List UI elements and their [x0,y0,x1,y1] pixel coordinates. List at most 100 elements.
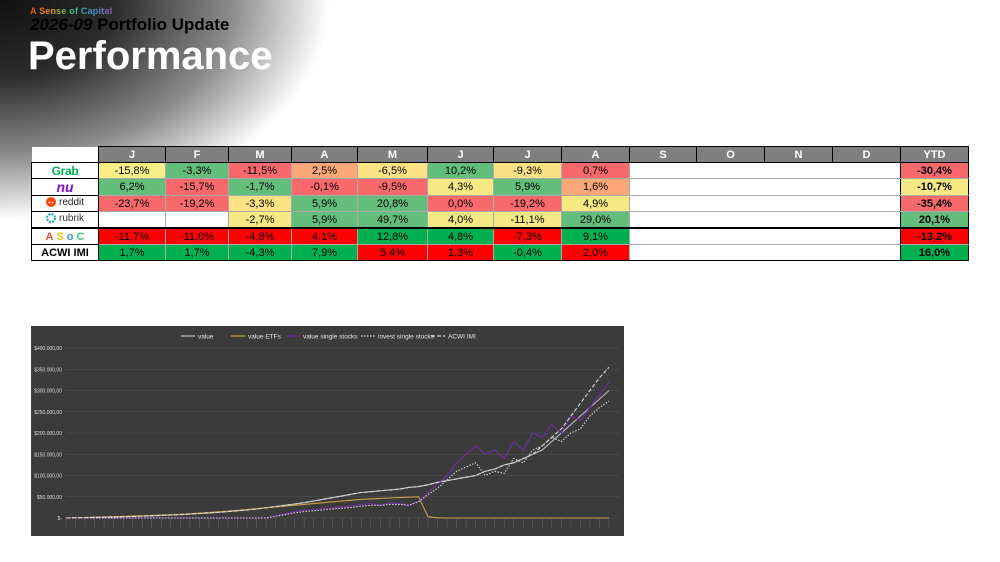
ytd-cell: -10,7% [900,178,969,196]
month-return-cell: -19,2% [493,195,562,212]
row-label: Grab [31,162,99,179]
empty-month-cell [696,195,765,212]
empty-month-cell [764,227,833,245]
table-row: Grab -15,8% -3,3% -11,5% 2,5% -6,5% 10,2% -9,3%… [31,162,969,179]
header-month: A [291,146,358,163]
header-month: S [629,146,697,163]
y-tick-label: $250.000,00 [34,410,62,416]
row-label: ACWI IMI [31,244,99,261]
y-tick-label: $350.000,00 [34,367,62,373]
brand-name: A Sense of Capital [30,6,113,16]
month-return-cell: -15,8% [98,162,166,179]
empty-month-cell [832,195,901,212]
month-return-cell: -9,5% [357,178,428,196]
empty-month-cell [764,244,833,261]
month-return-cell: 0,0% [427,195,494,212]
header-corner [31,146,99,163]
series-line-acwi-imi [65,366,610,519]
month-return-cell: 5,4% [357,244,428,261]
asoc-logo-letter: S [56,230,64,243]
y-tick-label: $200.000,00 [34,431,62,437]
empty-month-cell [764,162,833,179]
month-return-cell: 12,8% [357,227,428,245]
legend-label: value ETFs [248,334,282,341]
performance-table: J F M A M J J A S O N D YTD Grab -15,8% -3… [31,146,969,261]
series-line-invest-single-stocks [66,400,610,519]
ytd-cell: -13,2% [900,227,969,245]
month-return-cell: 1,7% [165,244,229,261]
month-return-cell [165,211,229,229]
month-return-cell: 6,2% [98,178,166,196]
row-label: rubrik [31,211,99,229]
empty-month-cell [629,227,697,245]
month-return-cell: 4,0% [427,211,494,229]
y-tick-label: $400.000,00 [34,346,62,352]
empty-month-cell [629,211,697,229]
asoc-logo-letter: A [45,230,54,243]
month-return-cell: -11,0% [165,227,229,245]
empty-month-cell [832,178,901,196]
page-subtitle: 2026-09 Portfolio Update [30,15,229,35]
header-month: M [357,146,428,163]
empty-month-cell [629,162,697,179]
rubrik-logo-text: rubrik [58,212,84,224]
table-row: rubrik -2,7% 5,9% 49,7% 4,0% -11,1% 29,0% 20,1% [31,211,969,229]
month-return-cell: -9,3% [493,162,562,179]
empty-month-cell [832,162,901,179]
reddit-icon [45,197,56,208]
ytd-cell: 16,0% [900,244,969,261]
header-month: J [98,146,166,163]
legend-label: invest single stocks [378,334,435,341]
empty-month-cell [696,178,765,196]
empty-month-cell [696,162,765,179]
month-return-cell: -3,3% [165,162,229,179]
empty-month-cell [832,244,901,261]
month-return-cell: 10,2% [427,162,494,179]
month-return-cell: 2,0% [561,244,630,261]
month-return-cell: -4,3% [228,244,292,261]
empty-month-cell [629,195,697,212]
legend-label: value single stocks [303,334,358,341]
month-return-cell: 7,9% [291,244,358,261]
month-return-cell: -3,3% [228,195,292,212]
grab-logo: Grab [51,163,79,178]
month-return-cell: -11,5% [228,162,292,179]
month-return-cell: 29,0% [561,211,630,229]
month-return-cell: 1,7% [98,244,166,261]
month-return-cell: -6,5% [357,162,428,179]
month-return-cell: -4,8% [228,227,292,245]
empty-month-cell [764,178,833,196]
subtitle-text: Portfolio Update [97,15,230,34]
y-tick-label: $50.000,00 [37,495,62,501]
asoc-logo-letter: C [76,230,85,243]
month-return-cell: 49,7% [357,211,428,229]
reddit-logo: reddit [45,196,84,208]
table-row: reddit -23,7% -19,2% -3,3% 5,9% 20,8% 0,0% -19,… [31,195,969,212]
reddit-logo-text: reddit [58,196,84,208]
month-return-cell: 0,7% [561,162,630,179]
month-return-cell: 4,1% [291,227,358,245]
month-return-cell: -15,7% [165,178,229,196]
table-header-row: J F M A M J J A S O N D YTD [31,146,969,163]
chart-svg: $- $50.000,00 $100.000,00 $150.000,00 $200.0… [34,334,619,528]
empty-month-cell [764,195,833,212]
empty-month-cell [832,211,901,229]
series-line-value-single-stocks [66,381,610,519]
month-return-cell: -0,1% [291,178,358,196]
month-return-cell: -2,7% [228,211,292,229]
header-month: O [696,146,765,163]
ytd-cell: 20,1% [900,211,969,229]
month-return-cell: 4,8% [427,227,494,245]
empty-month-cell [832,227,901,245]
acwi-imi-logo: ACWI IMI [41,246,89,259]
month-return-cell: -11,7% [98,227,166,245]
header-month: D [832,146,901,163]
month-return-cell: 5,9% [291,195,358,212]
header-month: J [427,146,494,163]
empty-month-cell [696,227,765,245]
header-month: F [165,146,229,163]
rubrik-icon [45,213,56,224]
month-return-cell: 4,9% [561,195,630,212]
